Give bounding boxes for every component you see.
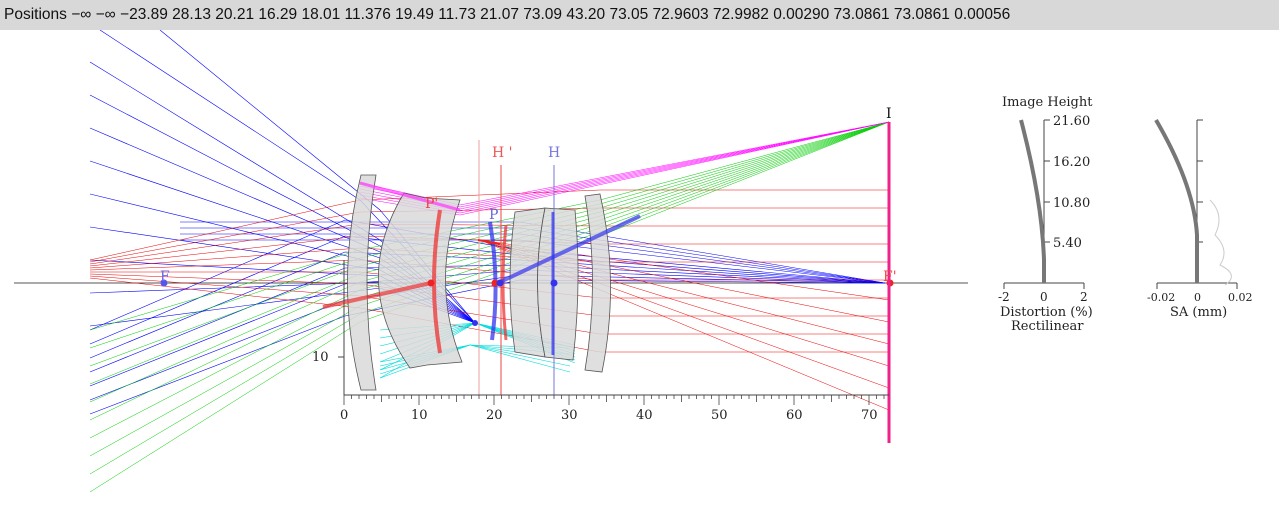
sa-x-tick-1: -0.02 (1147, 291, 1175, 304)
distortion-y-tick-2: 16.20 (1053, 155, 1090, 170)
ray (89, 121, 890, 439)
ray (89, 259, 889, 281)
chief-ray-magenta (359, 181, 461, 212)
pupil-p-label: P (489, 207, 498, 223)
stop-dot-red (427, 279, 435, 287)
ruler-tick-0: 0 (340, 408, 348, 423)
vertical-scale-label: 10 (312, 350, 329, 365)
ruler-tick-60: 60 (786, 408, 803, 423)
ray (89, 121, 890, 331)
positions-header: Positions −∞ −∞ −23.89 28.13 20.21 16.29… (0, 0, 1279, 30)
pupil-p-prime-label: P' (425, 196, 438, 212)
ruler-tick-10: 10 (411, 408, 428, 423)
image-label: I (886, 106, 892, 122)
ray (89, 273, 889, 317)
ray (359, 121, 890, 210)
ray (89, 277, 889, 353)
distortion-x-tick-1: -2 (998, 290, 1010, 304)
ray (89, 121, 890, 421)
sa-faint-curves (1209, 199, 1232, 286)
ray (359, 121, 890, 208)
dot-blue-1 (496, 279, 504, 287)
lens-element-2 (378, 192, 463, 369)
axis-ruler: 10 0 10 20 30 40 50 60 70 (312, 260, 889, 423)
lens-diagram: F F' H H ' P P' I 10 0 10 20 30 40 50 60… (14, 30, 1253, 493)
chief-ray-red (322, 281, 432, 309)
lens-element-1 (347, 174, 377, 391)
sa-plot: -0.02 0 0.02 SA (mm) (1147, 118, 1253, 320)
ray (89, 121, 890, 349)
ray (89, 121, 890, 475)
ray (89, 121, 890, 493)
ray (89, 121, 890, 457)
front-focus-label: F (160, 269, 170, 285)
ray (89, 279, 886, 415)
positions-label: Positions (4, 6, 67, 23)
ray (89, 219, 886, 331)
h-prime-label: H ' (492, 145, 513, 161)
cyan-focus-dot (472, 320, 478, 326)
distortion-sublabel: Rectilinear (1011, 319, 1084, 334)
ray (89, 275, 889, 335)
dot-red-2 (491, 279, 499, 287)
distortion-y-tick-3: 10.80 (1053, 196, 1090, 211)
rear-focus-label: F' (883, 269, 897, 285)
ray (89, 264, 886, 373)
ray (89, 121, 890, 367)
ruler-tick-40: 40 (636, 408, 653, 423)
ray (90, 271, 889, 299)
ray (89, 189, 889, 261)
ray (359, 121, 890, 212)
ruler-tick-30: 30 (561, 408, 578, 423)
sa-x-tick-3: 0.02 (1228, 291, 1253, 304)
ray (359, 121, 890, 216)
distortion-x-tick-3: 2 (1080, 290, 1088, 304)
ray (89, 251, 886, 359)
positions-values: −∞ −∞ −23.89 28.13 20.21 16.29 18.01 11.… (71, 6, 1011, 23)
lens-elements (347, 174, 611, 391)
chief-ray-blue (497, 214, 641, 285)
sa-x-tick-2: 0 (1194, 291, 1201, 304)
ruler-tick-50: 50 (711, 408, 728, 423)
h-label: H (548, 145, 560, 161)
front-focus-dot (160, 279, 168, 287)
ray (359, 121, 890, 214)
distortion-xlabel: Distortion (%) (1000, 305, 1093, 320)
ray (89, 121, 890, 385)
marker-red (477, 239, 501, 245)
distortion-y-tick-1: 21.60 (1053, 114, 1090, 129)
lens-element-4 (537, 207, 579, 361)
sa-xlabel: SA (mm) (1170, 305, 1227, 320)
distortion-y-tick-4: 5.40 (1053, 236, 1082, 251)
distortion-plot: Image Height 21.60 16.20 10.80 5.40 -2 0… (998, 95, 1093, 334)
distortion-x-tick-2: 0 (1040, 290, 1048, 304)
sa-curve (1154, 118, 1199, 283)
ray (359, 121, 890, 206)
ray (89, 121, 890, 403)
distortion-curve (1019, 119, 1046, 283)
distortion-plot-title: Image Height (1002, 95, 1093, 110)
ruler-tick-70: 70 (861, 408, 878, 423)
ruler-tick-20: 20 (486, 408, 503, 423)
ray (89, 207, 889, 263)
h-dot (550, 279, 558, 287)
